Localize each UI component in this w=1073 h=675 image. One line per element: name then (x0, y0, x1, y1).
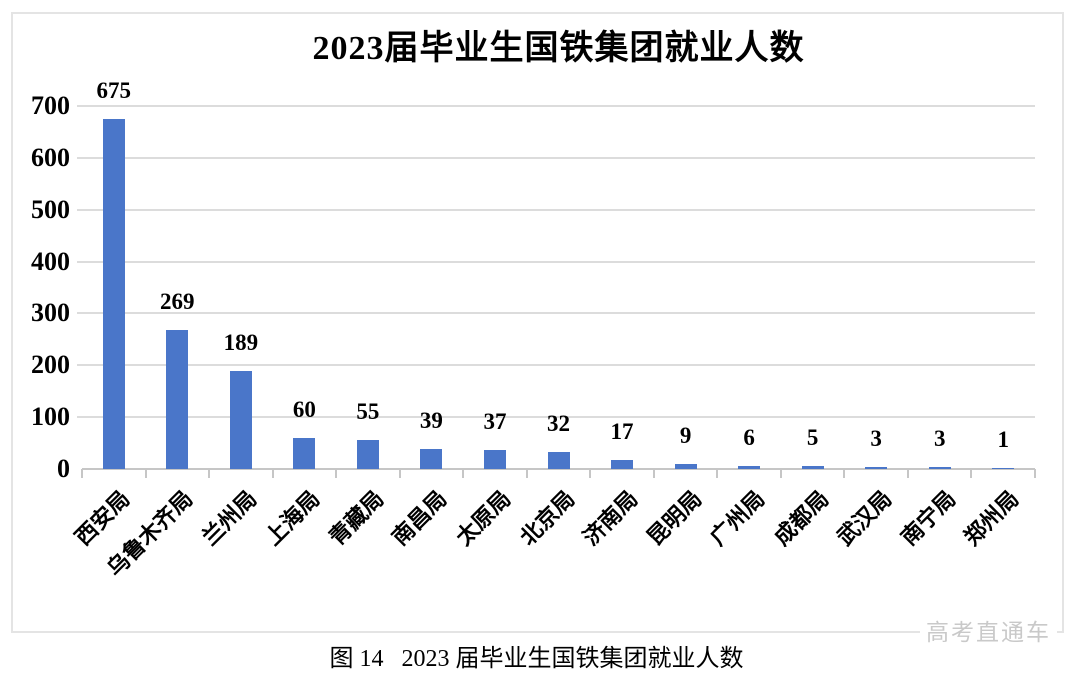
bar-value-label: 269 (160, 288, 195, 314)
y-axis-tick-label: 200 (31, 350, 70, 380)
x-axis-tick-mark (271, 469, 274, 478)
bar-value-label: 3 (933, 426, 946, 452)
y-axis-tick-label: 700 (31, 91, 70, 120)
bar (166, 329, 189, 469)
bar-value-label: 6 (743, 424, 755, 450)
x-axis-tick-mark (779, 469, 782, 478)
bar (102, 118, 125, 469)
x-axis-line (82, 468, 1035, 470)
y-axis-tick-label: 0 (57, 454, 70, 483)
y-axis-tick-label: 400 (31, 246, 70, 276)
bar (229, 370, 252, 469)
bar-value-label: 55 (356, 399, 380, 425)
y-axis-tick-label: 600 (31, 142, 70, 172)
chart-frame (11, 12, 1064, 633)
x-axis-tick-mark (716, 469, 719, 478)
bar (547, 452, 570, 469)
x-axis-tick-mark (398, 469, 401, 478)
gridline (77, 312, 1035, 315)
bar-value-label: 3 (870, 426, 882, 452)
y-axis-tick-label: 300 (31, 298, 70, 328)
bar (992, 468, 1015, 469)
bar (674, 464, 697, 469)
x-axis-tick-mark (652, 469, 655, 478)
x-axis-tick-mark (589, 469, 592, 478)
figure-caption: 图 14 2023 届毕业生国铁集团就业人数 (329, 646, 744, 672)
watermark: 高考直通车 (920, 612, 1057, 648)
bar-value-label: 675 (96, 77, 132, 103)
bar (356, 440, 379, 469)
gridline (77, 156, 1035, 159)
x-axis-tick-mark (144, 469, 147, 478)
x-axis-tick-mark (335, 469, 338, 478)
bar-value-label: 32 (547, 411, 570, 437)
gridline (77, 364, 1035, 367)
bar (738, 465, 761, 469)
x-axis-tick-mark (208, 469, 211, 478)
gridline (77, 105, 1035, 107)
bar-value-label: 9 (679, 423, 692, 449)
bar (865, 467, 888, 469)
x-axis-tick-mark (81, 469, 83, 478)
bar-value-label: 5 (806, 425, 819, 451)
x-axis-tick-mark (1034, 469, 1036, 478)
chart-title: 2023届毕业生国铁集团就业人数 (312, 30, 805, 67)
x-axis-tick-mark (906, 469, 909, 478)
gridline (77, 208, 1035, 211)
bar (928, 467, 951, 469)
x-axis-tick-mark (970, 469, 973, 478)
bar (420, 448, 443, 469)
bar (483, 449, 506, 469)
x-axis-tick-mark (525, 469, 528, 478)
gridline (77, 260, 1035, 263)
x-axis-tick-mark (462, 469, 465, 478)
bar-value-label: 37 (483, 408, 507, 434)
bar-value-label: 39 (419, 407, 443, 433)
x-axis-tick-mark (843, 469, 846, 478)
gridline (77, 416, 1035, 419)
bar (611, 460, 634, 469)
bar (293, 437, 316, 469)
bar-value-label: 17 (610, 419, 634, 445)
bar (801, 466, 824, 469)
bar-value-label: 189 (223, 329, 259, 355)
y-axis-tick-label: 500 (31, 194, 70, 224)
y-axis-tick-label: 100 (31, 402, 70, 432)
bar-value-label: 60 (292, 396, 316, 422)
bar-value-label: 1 (997, 427, 1009, 452)
